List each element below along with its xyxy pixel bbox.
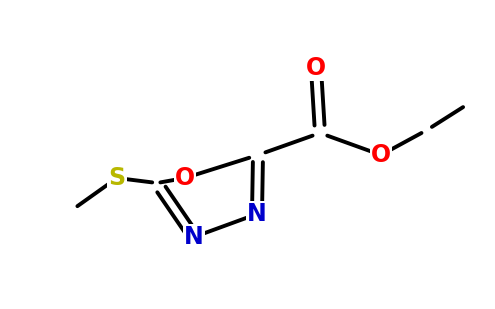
Text: N: N <box>247 202 267 226</box>
Text: S: S <box>108 166 126 190</box>
Text: O: O <box>371 143 391 167</box>
Text: O: O <box>306 56 326 80</box>
Text: N: N <box>184 225 204 249</box>
Text: O: O <box>175 166 195 190</box>
